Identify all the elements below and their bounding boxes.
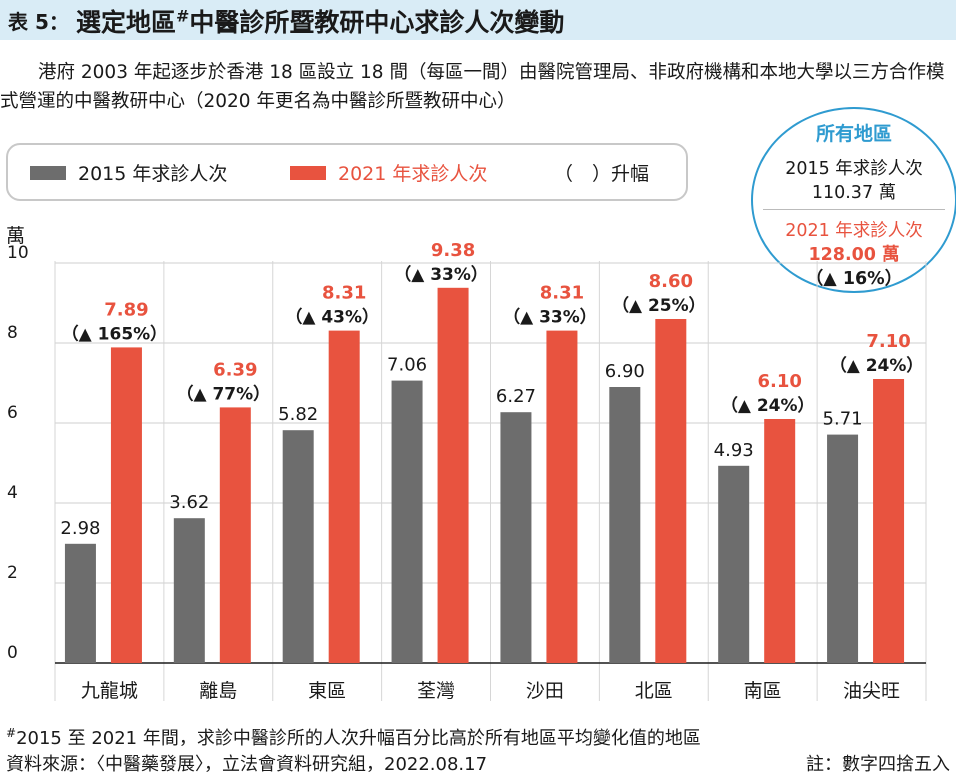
chart-title: 選定地區#中醫診所暨教研中心求診人次變動 bbox=[76, 3, 564, 39]
y-tick-label: 0 bbox=[7, 643, 18, 663]
change-label: （▲ 77%） bbox=[176, 383, 270, 404]
bar-2021 bbox=[546, 330, 578, 663]
data-label-2021: 6.10 bbox=[757, 371, 801, 392]
data-label-2015: 2.98 bbox=[60, 518, 100, 539]
summary-label-2015: 2015 年求診人次 bbox=[785, 159, 923, 179]
bar-2021 bbox=[437, 287, 469, 663]
data-label-2021: 9.38 bbox=[431, 240, 475, 261]
bar-2015 bbox=[391, 380, 423, 663]
data-label-2015: 5.82 bbox=[278, 404, 318, 425]
bar-2015 bbox=[718, 465, 750, 663]
bar-2015 bbox=[282, 430, 314, 663]
intro-paragraph: 港府 2003 年起逐步於香港 18 區設立 18 間（每區一間）由醫院管理局、… bbox=[0, 62, 945, 112]
bar-2015 bbox=[64, 543, 96, 663]
bar-2021 bbox=[873, 379, 905, 663]
y-tick-label: 4 bbox=[7, 483, 18, 503]
data-label-2021: 7.89 bbox=[104, 299, 148, 320]
x-tick-label: 油尖旺 bbox=[843, 680, 900, 702]
x-tick-label: 南區 bbox=[744, 680, 782, 702]
title-mark: # bbox=[176, 6, 190, 26]
legend-label-2015: 2015 年求診人次 bbox=[78, 163, 228, 185]
legend-label-change: （ ）升幅 bbox=[554, 163, 650, 185]
summary-value-2021: 128.00 萬 bbox=[808, 245, 900, 265]
change-label: （▲ 25%） bbox=[612, 295, 706, 316]
summary-title: 所有地區 bbox=[815, 123, 892, 145]
data-label-2021: 8.31 bbox=[322, 283, 366, 304]
footnote-text: 2015 至 2021 年間，求診中醫診所的人次升幅百分比高於所有地區平均變化值… bbox=[16, 728, 701, 749]
x-tick-label: 離島 bbox=[199, 680, 237, 702]
bar-2021 bbox=[764, 419, 796, 663]
data-label-2021: 8.31 bbox=[540, 283, 584, 304]
y-axis-unit: 萬 bbox=[6, 225, 26, 247]
bar-2021 bbox=[655, 319, 687, 663]
title-part-b: 中醫診所暨教研中心求診人次變動 bbox=[189, 8, 565, 37]
data-label-2015: 4.93 bbox=[714, 440, 754, 461]
data-label-2021: 7.10 bbox=[866, 331, 910, 352]
bar-2015 bbox=[609, 387, 641, 663]
table-number: 表 5： bbox=[8, 10, 69, 34]
change-label: （▲ 33%） bbox=[503, 307, 597, 328]
summary-circle: 所有地區 2015 年求診人次 110.37 萬 2021 年求診人次 128.… bbox=[751, 107, 956, 293]
x-tick-label: 北區 bbox=[635, 680, 673, 702]
data-label-2015: 3.62 bbox=[169, 492, 209, 513]
bar-2015 bbox=[173, 518, 205, 663]
change-label: （▲ 43%） bbox=[285, 307, 379, 328]
y-tick-label: 2 bbox=[7, 563, 18, 583]
source-note: 資料來源：〈中醫藥發展〉，立法會資料研究組，2022.08.17 bbox=[6, 754, 488, 775]
summary-value-2015: 110.37 萬 bbox=[811, 183, 897, 203]
data-label-2015: 5.71 bbox=[823, 409, 863, 430]
change-label: （▲ 165%） bbox=[62, 323, 168, 344]
change-label: （▲ 33%） bbox=[394, 264, 488, 285]
y-tick-label: 8 bbox=[7, 323, 18, 343]
rounding-note: 註：數字四捨五入 bbox=[806, 754, 950, 775]
x-tick-label: 荃灣 bbox=[417, 680, 455, 702]
bar-2021 bbox=[328, 330, 360, 663]
summary-divider bbox=[763, 209, 945, 210]
title-bar: 表 5： 選定地區#中醫診所暨教研中心求診人次變動 bbox=[0, 0, 956, 40]
data-label-2021: 6.39 bbox=[213, 359, 257, 380]
legend: 2015 年求診人次 2021 年求診人次 （ ）升幅 bbox=[6, 143, 688, 201]
data-label-2015: 7.06 bbox=[387, 355, 427, 376]
legend-label-2021: 2021 年求診人次 bbox=[338, 163, 488, 185]
y-tick-label: 6 bbox=[7, 403, 18, 423]
bar-2021 bbox=[110, 347, 142, 663]
legend-swatch-2021 bbox=[290, 166, 326, 180]
footnote-mark: # bbox=[6, 726, 17, 740]
bar-2021 bbox=[219, 407, 251, 663]
bar-2015 bbox=[827, 434, 859, 663]
summary-change: （▲ 16%） bbox=[805, 269, 903, 289]
x-tick-label: 九龍城 bbox=[81, 680, 138, 702]
title-part-a: 選定地區 bbox=[76, 8, 177, 37]
y-tick-label: 10 bbox=[7, 243, 29, 263]
x-tick-label: 沙田 bbox=[526, 680, 564, 702]
change-label: （▲ 24%） bbox=[721, 395, 815, 416]
data-label-2015: 6.90 bbox=[605, 361, 645, 382]
footnote: #2015 至 2021 年間，求診中醫診所的人次升幅百分比高於所有地區平均變化… bbox=[6, 724, 701, 750]
data-label-2015: 6.27 bbox=[496, 386, 536, 407]
legend-swatch-2015 bbox=[30, 166, 66, 180]
data-label-2021: 8.60 bbox=[649, 271, 693, 292]
summary-label-2021: 2021 年求診人次 bbox=[785, 221, 923, 241]
bar-2015 bbox=[500, 412, 532, 663]
change-label: （▲ 24%） bbox=[830, 355, 924, 376]
x-tick-label: 東區 bbox=[308, 680, 346, 702]
